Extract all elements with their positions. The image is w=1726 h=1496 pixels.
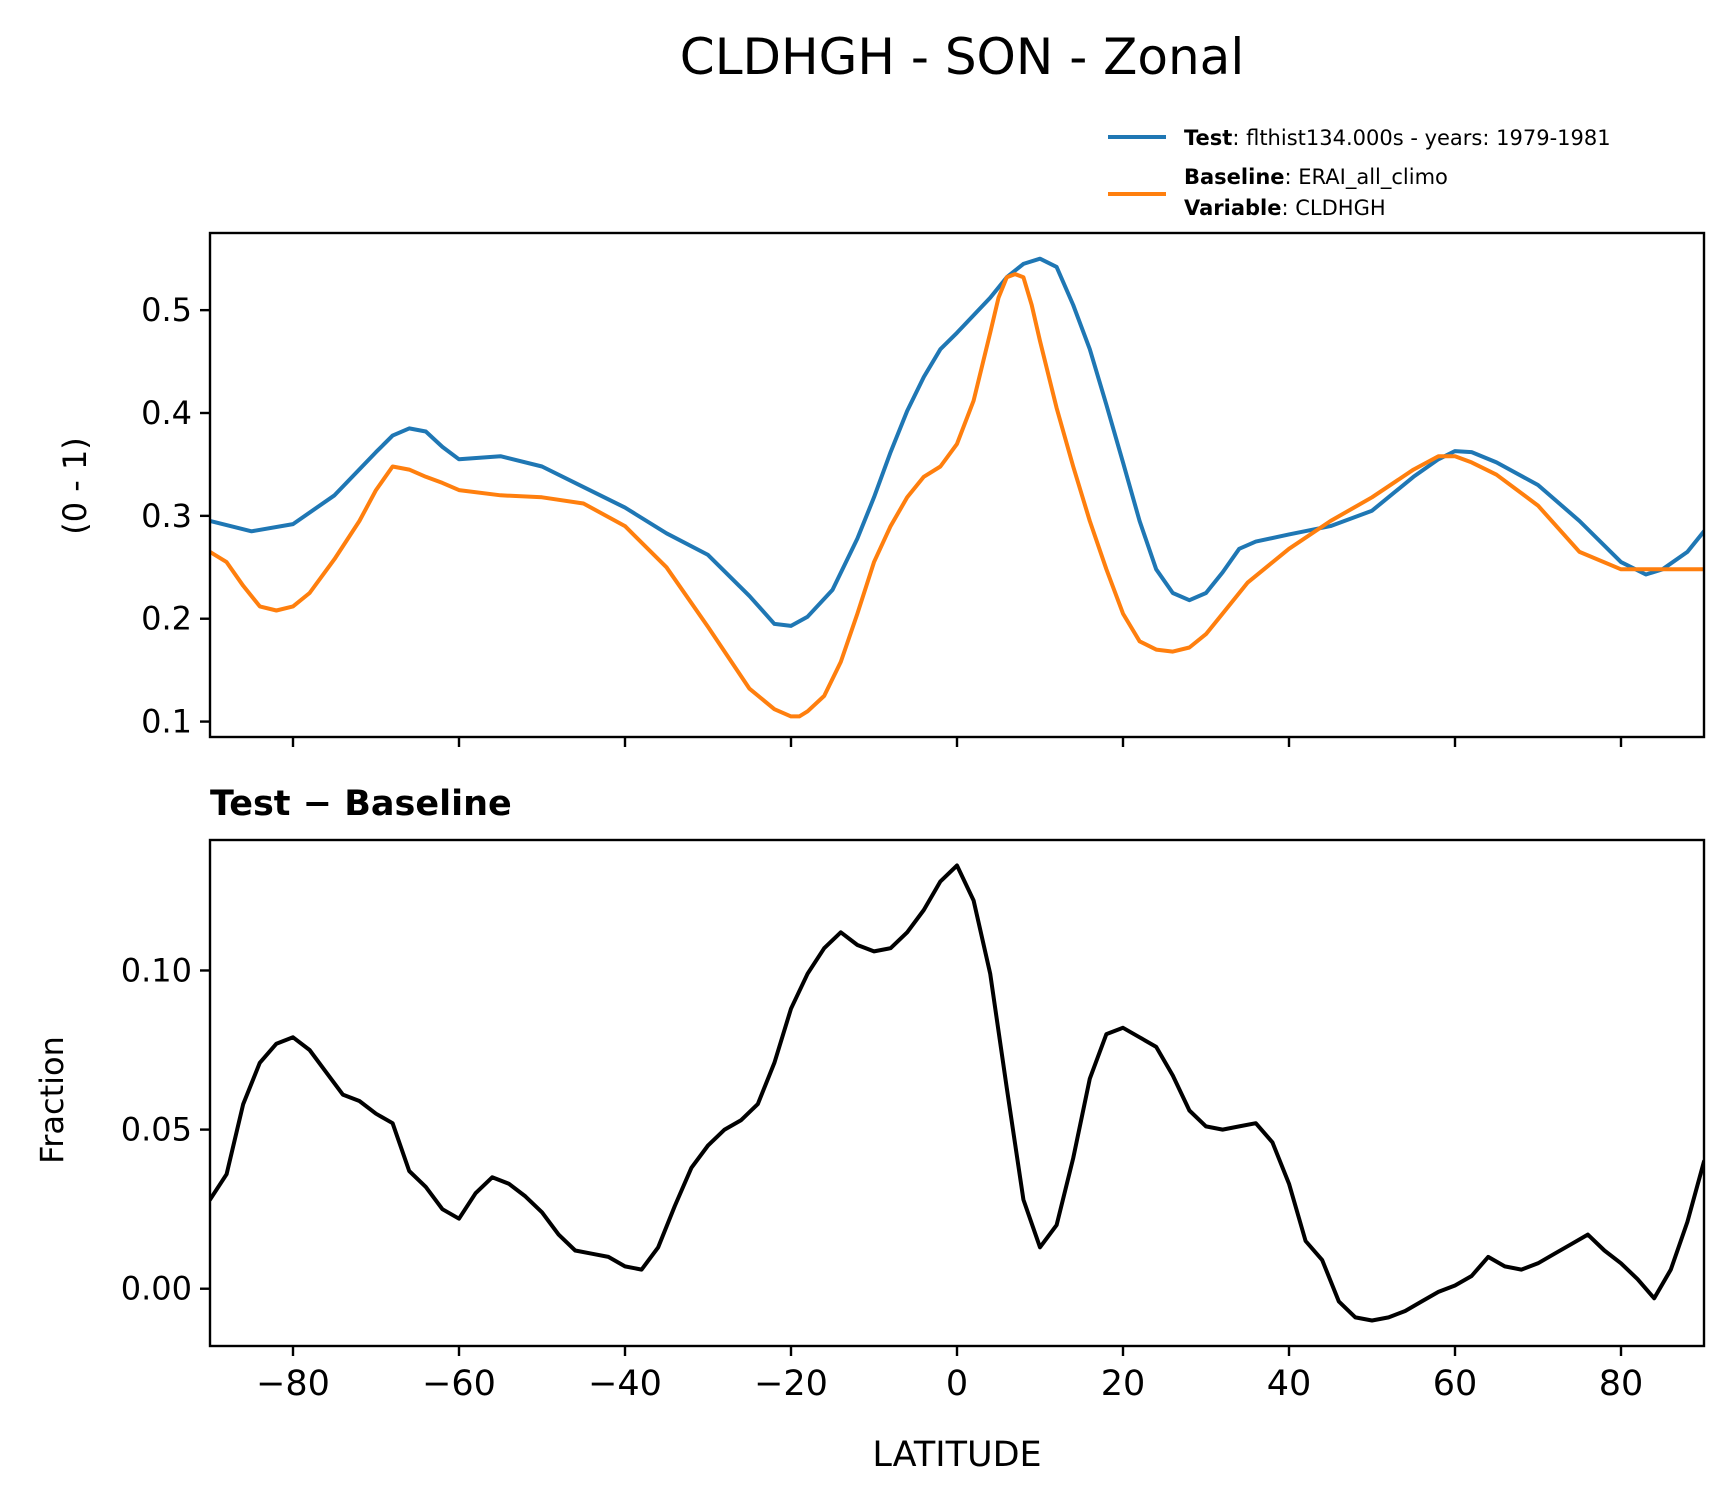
top-y-tick-label: 0.3 <box>141 497 192 535</box>
legend-text-test: flthist134.000s - years: 1979-1981 <box>1246 126 1611 150</box>
bottom-x-tick-label: 60 <box>1433 1364 1478 1404</box>
top-axes-frame <box>208 231 1706 739</box>
top-series-line-baseline <box>210 272 1704 719</box>
bottom-y-tick-label: 0.10 <box>121 951 192 989</box>
legend-key-baseline: Baseline <box>1184 165 1285 189</box>
top-plot-area: 0.1 0.2 0.3 0.4 0.5 <box>141 256 1704 747</box>
bottom-y-axis-label: Fraction <box>33 1036 71 1164</box>
bottom-x-tick-label: 80 <box>1599 1364 1644 1404</box>
legend-sep-variable: : <box>1281 196 1295 220</box>
bottom-y-tick-label: 0.05 <box>121 1111 192 1149</box>
bottom-x-tick-label: 0 <box>946 1364 968 1404</box>
bottom-plot-area: 0.00 0.05 0.10 −80 −60 −40 −20 0 20 40 60 80 <box>121 863 1704 1404</box>
bottom-x-tick-label: −60 <box>422 1364 496 1404</box>
figure-title: CLDHGH - SON - Zonal <box>680 28 1244 86</box>
top-y-tick-label: 0.4 <box>141 394 192 432</box>
top-y-tick-label: 0.5 <box>141 291 192 329</box>
legend: Test: flthist134.000s - years: 1979-1981… <box>1108 126 1611 220</box>
bottom-series-line-difference <box>210 863 1704 1323</box>
legend-sep-test: : <box>1232 126 1246 150</box>
top-y-axis-label: (0 - 1) <box>56 437 94 535</box>
legend-sep-baseline: : <box>1285 165 1299 189</box>
bottom-panel-title: Test − Baseline <box>210 784 512 824</box>
bottom-x-tick-label: 20 <box>1101 1364 1146 1404</box>
bottom-panel: Test − Baseline Fraction 0.00 0.05 0.10 −80… <box>33 784 1706 1475</box>
bottom-x-tick-label: −40 <box>588 1364 662 1404</box>
legend-entry-variable: Variable: CLDHGH <box>1184 196 1386 220</box>
bottom-x-tick-label: 40 <box>1267 1364 1312 1404</box>
top-panel: (0 - 1) 0.1 0.2 0.3 0.4 0.5 <box>56 231 1706 747</box>
bottom-y-tick-label: 0.00 <box>121 1270 192 1308</box>
x-axis-label: LATITUDE <box>872 1435 1041 1475</box>
legend-key-variable: Variable <box>1184 196 1281 220</box>
legend-key-test: Test <box>1184 126 1232 150</box>
bottom-x-tick-label: −80 <box>256 1364 330 1404</box>
legend-text-baseline: ERAI_all_climo <box>1298 165 1448 190</box>
top-y-tick-label: 0.2 <box>141 600 192 638</box>
top-y-tick-label: 0.1 <box>141 703 192 741</box>
legend-entry-test: Test: flthist134.000s - years: 1979-1981 <box>1184 126 1611 150</box>
bottom-x-tick-label: −20 <box>754 1364 828 1404</box>
bottom-axes-frame <box>208 838 1706 1348</box>
legend-entry-baseline: Baseline: ERAI_all_climo <box>1184 165 1448 190</box>
legend-text-variable: CLDHGH <box>1295 196 1385 220</box>
